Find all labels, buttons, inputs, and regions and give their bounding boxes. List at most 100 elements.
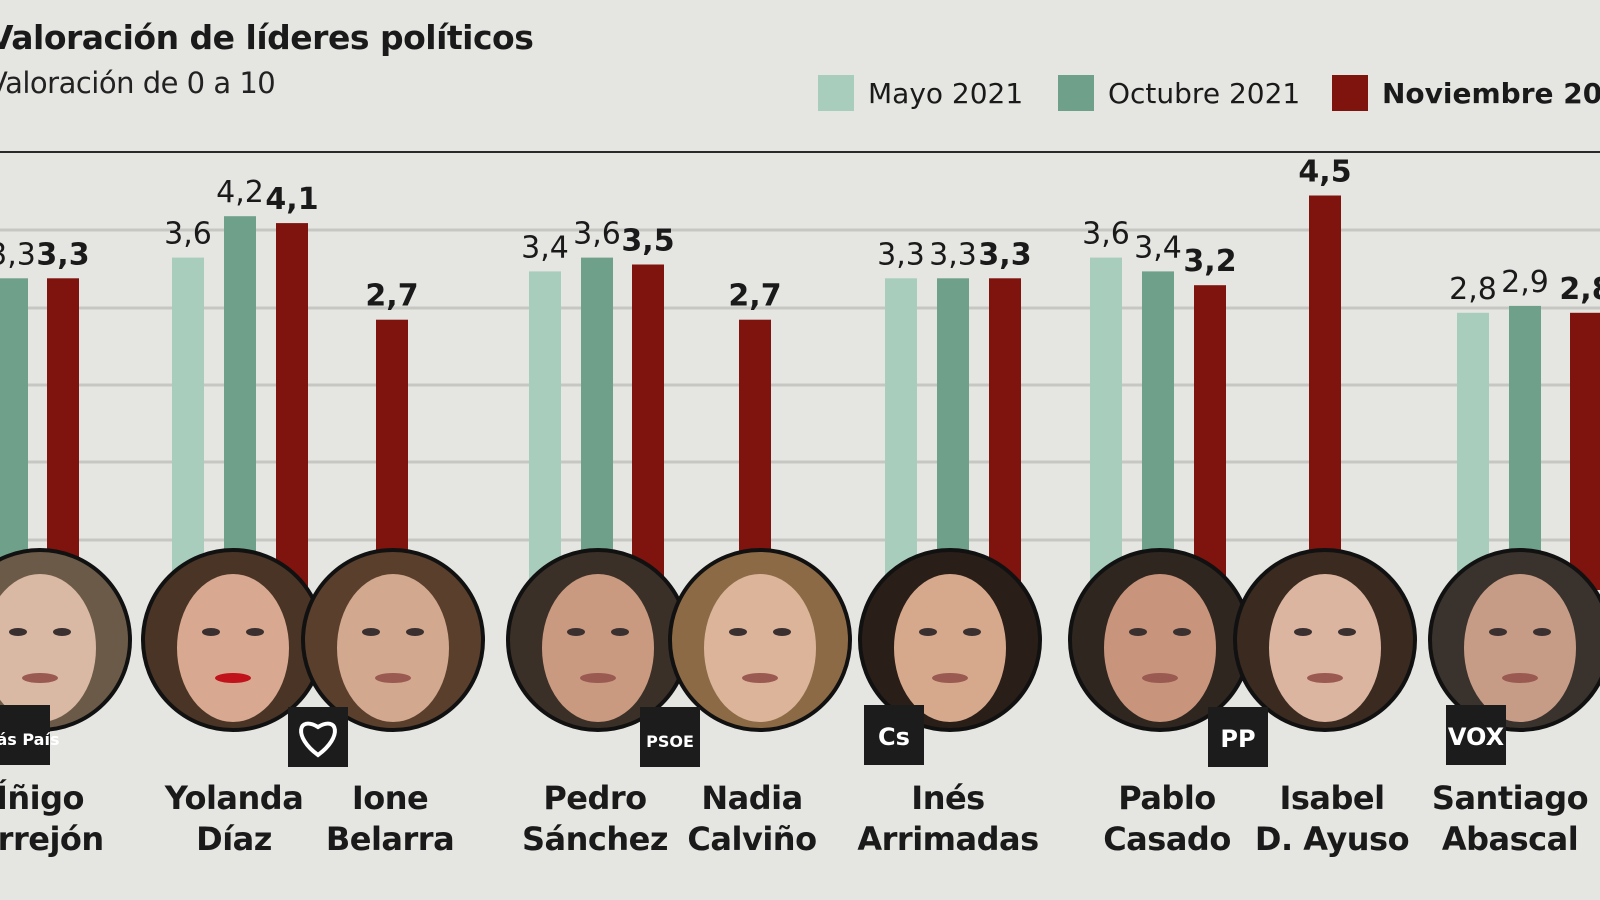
portrait-face (542, 574, 654, 722)
party-logo-text: PSOE (646, 732, 694, 751)
bar-mayo (1457, 312, 1489, 590)
data-label-mayo: 2,8 (1449, 272, 1497, 307)
portrait-eye (406, 628, 424, 636)
party-logo-text: Cs (878, 723, 910, 751)
portrait-face (0, 574, 96, 722)
leader-name: Inés Arrimadas (857, 778, 1039, 860)
leader-last-name: Calviño (687, 820, 817, 858)
bar-mayo (529, 271, 561, 590)
portrait-mouth (22, 673, 58, 683)
leader-first-name: Santiago (1431, 779, 1589, 817)
bar-mayo (172, 257, 204, 590)
legend-label-octubre: Octubre 2021 (1108, 76, 1301, 110)
portrait-mouth (215, 673, 251, 683)
bar-octubre (1509, 305, 1541, 590)
heart-icon (288, 707, 348, 767)
portrait-eye (9, 628, 27, 636)
legend-item-noviembre: Noviembre 2021 (1332, 75, 1600, 111)
mas-pais-icon (0, 705, 50, 765)
data-label-noviembre: 3,3 (36, 237, 89, 272)
legend-swatch-mayo (818, 75, 854, 111)
bar-noviembre (1570, 312, 1600, 590)
portrait-eye (611, 628, 629, 636)
portrait-eye (1129, 628, 1147, 636)
leader-first-name: Pedro (543, 779, 647, 817)
bar-mayo (1090, 257, 1122, 590)
data-label-noviembre: 4,5 (1298, 155, 1351, 190)
legend-item-mayo: Mayo 2021 (818, 75, 1023, 111)
data-label-noviembre: 2,7 (365, 279, 418, 314)
party-logo-text: VOX (1448, 723, 1505, 751)
leader-name: Ione Belarra (325, 778, 455, 860)
leader-last-name: Belarra (325, 820, 455, 858)
data-label-mayo: 3,3 (877, 237, 925, 272)
psoe-icon (640, 707, 700, 767)
data-label-mayo: 3,4 (521, 230, 569, 265)
leader-last-name: Casado (1103, 820, 1231, 858)
leader-name: Nadia Calviño (687, 778, 817, 860)
bar-octubre (581, 257, 613, 590)
vox-icon (1446, 705, 1506, 765)
leader-first-name: Ione (351, 779, 429, 817)
bar-octubre (1142, 271, 1174, 590)
portrait-eye (567, 628, 585, 636)
leader-last-name: Abascal (1441, 820, 1579, 858)
data-label-mayo: 3,6 (164, 217, 212, 252)
cs-icon (864, 705, 924, 765)
portrait-eye (362, 628, 380, 636)
data-label-noviembre: 2,8 (1559, 272, 1600, 307)
legend-swatch-noviembre (1332, 75, 1368, 111)
leader-name: Pablo Casado (1103, 778, 1231, 860)
data-label-octubre: 3,4 (1134, 230, 1182, 265)
data-label-noviembre: 3,3 (978, 237, 1031, 272)
bar-octubre (937, 278, 969, 590)
leader-first-name: Pablo (1118, 779, 1216, 817)
portrait-mouth (1142, 673, 1178, 683)
legend-label-noviembre: Noviembre 2021 (1382, 76, 1600, 110)
data-label-octubre: 4,2 (216, 175, 264, 210)
leader-name: ÍñigoErrejón (0, 778, 104, 860)
portrait-mouth (580, 673, 616, 683)
bar-octubre (0, 278, 28, 590)
portrait-eye (963, 628, 981, 636)
heart-icon (299, 721, 337, 758)
leader-name: Pedro Sánchez (522, 778, 669, 860)
leader-name: Santiago Abascal (1431, 778, 1589, 860)
portrait-face (177, 574, 289, 722)
legend-label-mayo: Mayo 2021 (868, 76, 1024, 110)
leader-first-name: Nadia (701, 779, 803, 817)
leader-name: Isabel D. Ayuso (1255, 778, 1410, 860)
leader-last-name: Sánchez (522, 820, 669, 858)
data-label-mayo: 3,6 (1082, 217, 1130, 252)
data-label-noviembre: 3,5 (621, 224, 674, 259)
portrait-eye (729, 628, 747, 636)
portrait-eye (1338, 628, 1356, 636)
portrait-eye (1294, 628, 1312, 636)
data-label-noviembre: 4,1 (265, 182, 318, 217)
portrait-mouth (1502, 673, 1538, 683)
data-label-octubre: 2,9 (1501, 265, 1549, 300)
portrait-eye (1533, 628, 1551, 636)
data-label-octubre: 3,3 (929, 237, 977, 272)
portrait-eye (1173, 628, 1191, 636)
chart-subtitle: Valoración de 0 a 10 (0, 66, 276, 100)
portrait-mouth (375, 673, 411, 683)
leader-first-name: Inés (911, 779, 985, 817)
bar-noviembre (739, 319, 771, 590)
party-logo-text: Más País (0, 730, 59, 749)
data-label-octubre: 3,6 (573, 217, 621, 252)
pp-icon (1208, 707, 1268, 767)
leader-first-name: Yolanda (164, 779, 304, 817)
legend-item-octubre: Octubre 2021 (1058, 75, 1300, 111)
portrait-face (894, 574, 1006, 722)
portrait-eye (919, 628, 937, 636)
bar-noviembre (1309, 195, 1341, 590)
portrait-eye (773, 628, 791, 636)
portrait-mouth (1307, 673, 1343, 683)
data-label-noviembre: 2,7 (728, 279, 781, 314)
portrait-face (704, 574, 816, 722)
leader-last-name: Arrimadas (857, 820, 1039, 858)
portrait-eye (1489, 628, 1507, 636)
portrait-eye (202, 628, 220, 636)
portrait-eye (246, 628, 264, 636)
